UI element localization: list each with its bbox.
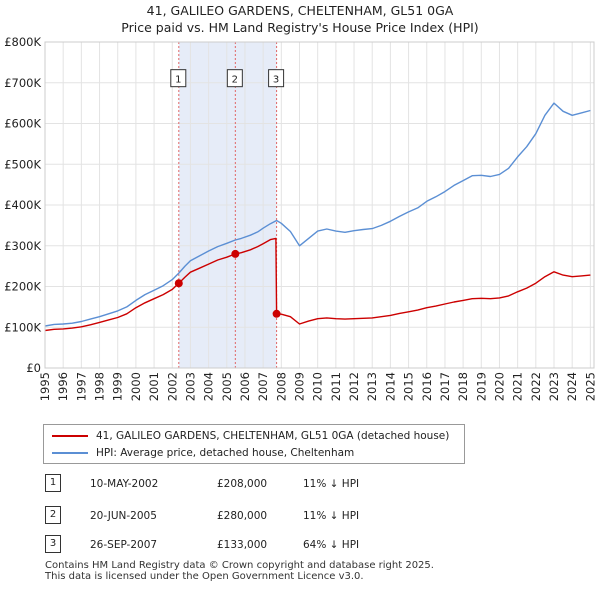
- plot-border: [44, 41, 595, 369]
- x-tick-label: 2015: [402, 372, 416, 401]
- sale-label-number: 3: [273, 75, 279, 86]
- transaction-hpi-diff: 11% ↓ HPI: [303, 478, 360, 490]
- x-tick-label: 1995: [38, 372, 52, 401]
- x-tick-label: 1999: [111, 372, 125, 401]
- x-tick-label: 2007: [256, 372, 270, 401]
- sale-point: [174, 279, 183, 288]
- x-tick-label: 2003: [183, 372, 197, 401]
- footer-licence: This data is licensed under the Open Gov…: [45, 571, 364, 582]
- legend-label-hpi: HPI: Average price, detached house, Chel…: [96, 447, 355, 459]
- x-tick-label: 2014: [383, 372, 397, 401]
- y-tick-label: £600K: [4, 117, 41, 131]
- x-tick-label: 2023: [547, 372, 561, 401]
- hpi-line: [44, 102, 591, 327]
- footer: Contains HM Land Registry data © Crown c…: [45, 560, 434, 582]
- y-tick-label: £400K: [4, 198, 41, 212]
- transaction-price: £208,000: [217, 478, 268, 490]
- legend-line-property: [52, 435, 88, 437]
- x-tick-label: 2019: [474, 372, 488, 401]
- transaction-date: 20-JUN-2005: [90, 510, 157, 522]
- x-tick-label: 2000: [129, 372, 143, 401]
- x-tick-label: 2012: [347, 372, 361, 401]
- x-tick-label: 1997: [74, 372, 88, 401]
- transaction-number-badge: 2: [45, 506, 61, 524]
- x-tick-label: 1996: [56, 372, 70, 401]
- x-tick-label: 2009: [293, 372, 307, 401]
- sale-label-box: [170, 69, 187, 88]
- legend-line-hpi: [52, 452, 88, 454]
- chart-title-block: 41, GALILEO GARDENS, CHELTENHAM, GL51 0G…: [0, 2, 600, 36]
- x-tick-label: 2008: [274, 372, 288, 401]
- legend: 41, GALILEO GARDENS, CHELTENHAM, GL51 0G…: [43, 424, 465, 464]
- x-tick-label: 2010: [311, 372, 325, 401]
- x-tick-label: 2011: [329, 372, 343, 401]
- y-tick-label: £200K: [4, 280, 41, 294]
- x-tick-label: 1998: [93, 372, 107, 401]
- x-tick-label: 2002: [165, 372, 179, 401]
- transaction-hpi-diff: 64% ↓ HPI: [303, 539, 360, 551]
- x-tick-label: 2016: [420, 372, 434, 401]
- footer-copyright: Contains HM Land Registry data © Crown c…: [45, 560, 434, 571]
- y-tick-label: £300K: [4, 239, 41, 253]
- sale-point: [272, 309, 281, 318]
- sale-point: [231, 249, 240, 258]
- x-tick-label: 2020: [492, 372, 506, 401]
- x-tick-label: 2004: [202, 372, 216, 401]
- x-tick-label: 2018: [456, 372, 470, 401]
- transaction-date: 26-SEP-2007: [90, 539, 158, 551]
- x-tick-label: 2001: [147, 372, 161, 401]
- sale-label-number: 2: [232, 75, 238, 86]
- x-tick-label: 2022: [529, 372, 543, 401]
- sale-label-box: [226, 69, 243, 88]
- y-tick-label: £0: [26, 361, 41, 375]
- transaction-number-badge: 1: [45, 474, 61, 492]
- price-chart: £0 £100K £200K £300K £400K £500K £600K £700K £80…: [4, 35, 597, 401]
- property-price-line: [44, 237, 591, 332]
- y-tick-label: £800K: [4, 35, 41, 49]
- transaction-price: £280,000: [217, 510, 268, 522]
- x-tick-label: 2025: [583, 372, 597, 401]
- x-tick-label: 2024: [565, 372, 579, 401]
- y-tick-label: £700K: [4, 76, 41, 90]
- transaction-price: £133,000: [217, 539, 268, 551]
- transaction-date: 10-MAY-2002: [90, 478, 159, 490]
- y-tick-label: £100K: [4, 320, 41, 334]
- x-tick-label: 2006: [238, 372, 252, 401]
- transaction-hpi-diff: 11% ↓ HPI: [303, 510, 360, 522]
- x-tick-label: 2021: [511, 372, 525, 401]
- x-tick-label: 2005: [220, 372, 234, 401]
- x-tick-label: 2013: [365, 372, 379, 401]
- x-tick-label: 2017: [438, 372, 452, 401]
- sale-label-box: [268, 69, 285, 88]
- legend-label-property: 41, GALILEO GARDENS, CHELTENHAM, GL51 0G…: [96, 430, 450, 442]
- chart-title: 41, GALILEO GARDENS, CHELTENHAM, GL51 0G…: [146, 3, 454, 18]
- y-tick-label: £500K: [4, 157, 41, 171]
- sale-label-number: 1: [175, 75, 181, 86]
- transaction-number-badge: 3: [45, 535, 61, 553]
- chart-subtitle: Price paid vs. HM Land Registry's House …: [121, 20, 479, 35]
